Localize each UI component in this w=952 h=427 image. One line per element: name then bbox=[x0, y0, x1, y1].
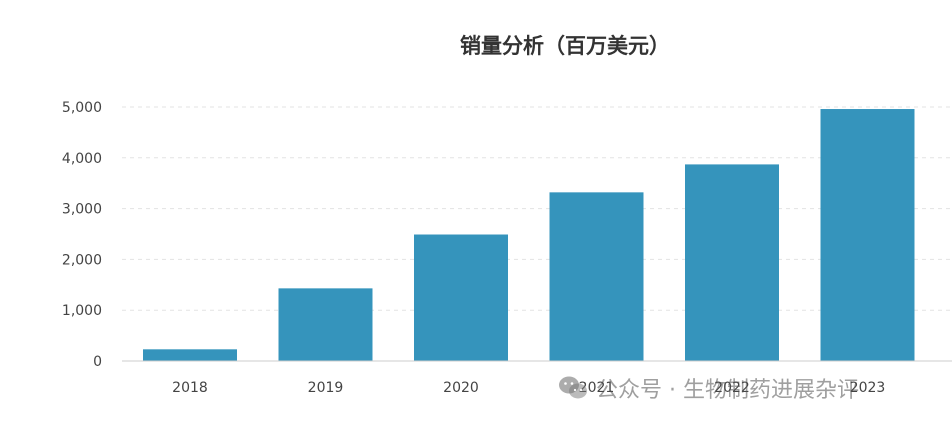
watermark-text: 公众号 · 生物制药进展杂评 bbox=[596, 378, 859, 403]
bar-2018 bbox=[143, 349, 237, 361]
bar-2020 bbox=[414, 234, 508, 361]
y-axis-ticks: 0 1,000 2,000 3,000 4,000 5,000 bbox=[62, 100, 102, 370]
bar-2021 bbox=[549, 192, 644, 361]
gridlines bbox=[122, 106, 952, 311]
y-tick-label: 4,000 bbox=[62, 151, 102, 167]
x-tick-label: 2022 bbox=[714, 380, 750, 396]
wechat-icon bbox=[559, 376, 587, 399]
x-tick-label: 2019 bbox=[308, 380, 344, 396]
y-tick-label: 2,000 bbox=[62, 252, 102, 268]
y-tick-label: 5,000 bbox=[62, 100, 102, 116]
bars bbox=[143, 109, 915, 361]
x-axis-ticks: 2018 2019 2020 2021 2022 2023 bbox=[172, 380, 885, 396]
x-tick-label: 2023 bbox=[850, 380, 886, 396]
y-tick-label: 0 bbox=[93, 354, 102, 370]
x-tick-label: 2021 bbox=[579, 380, 615, 396]
y-tick-label: 3,000 bbox=[62, 202, 102, 218]
bar-2023 bbox=[820, 109, 915, 361]
bar-2022 bbox=[685, 164, 779, 361]
x-tick-label: 2018 bbox=[172, 380, 208, 396]
y-tick-label: 1,000 bbox=[62, 303, 102, 319]
watermark: 公众号 · 生物制药进展杂评 bbox=[558, 372, 859, 404]
chart-title: 销量分析（百万美元） bbox=[460, 34, 670, 58]
bar-2019 bbox=[278, 288, 373, 361]
x-tick-label: 2020 bbox=[443, 380, 479, 396]
